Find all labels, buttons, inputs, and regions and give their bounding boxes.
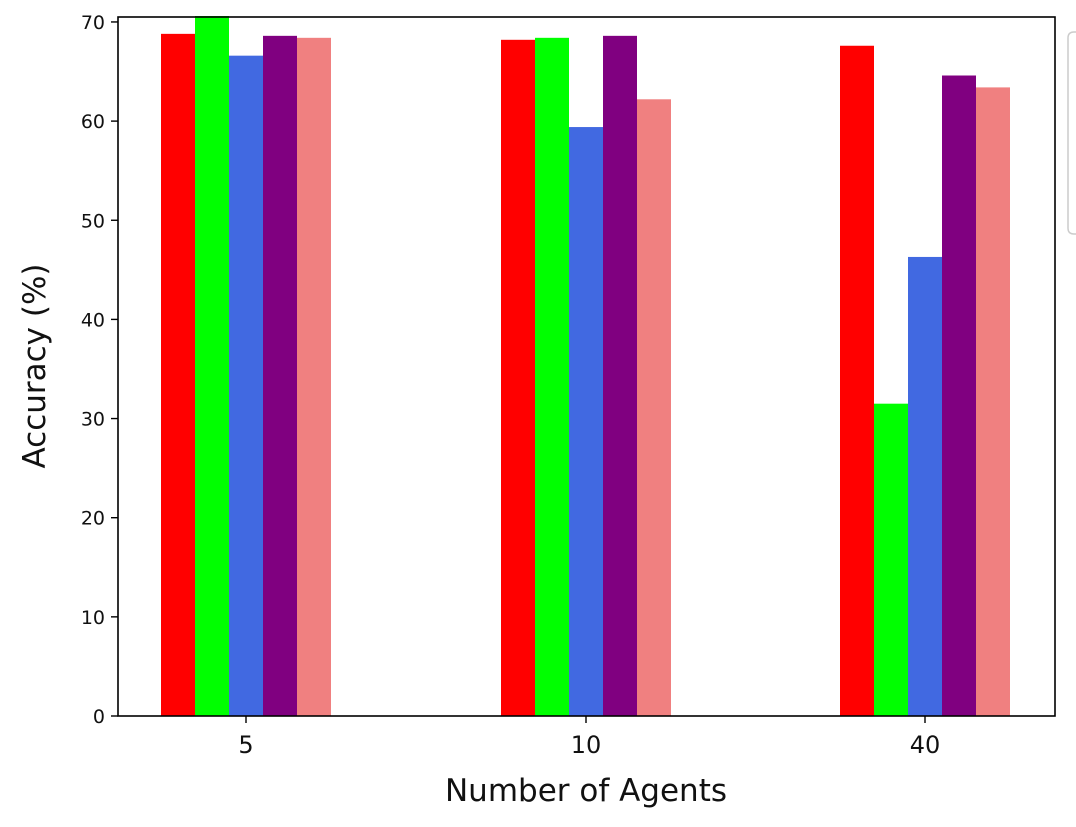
bar-series5-10 — [637, 99, 671, 716]
y-tick-label-30: 30 — [81, 409, 105, 431]
y-axis-ticks: 0 10 20 30 40 50 60 70 — [81, 12, 118, 728]
bar-series3-10 — [569, 127, 603, 717]
y-tick-label-0: 0 — [93, 706, 105, 728]
bar-series2-10 — [535, 37, 569, 716]
x-axis-ticks: 5 10 40 — [238, 716, 940, 759]
legend-box-partial — [1067, 31, 1076, 235]
x-tick-label-10: 10 — [571, 731, 602, 759]
bar-series4-5 — [263, 35, 297, 716]
bar-series3-5 — [229, 55, 263, 716]
y-tick-label-60: 60 — [81, 111, 105, 133]
bar-series5-5 — [297, 37, 331, 716]
bar-series4-40 — [942, 75, 976, 717]
x-axis-title: Number of Agents — [445, 773, 727, 809]
bar-series1-40 — [840, 45, 874, 717]
y-tick-label-40: 40 — [81, 309, 105, 331]
bar-series4-10 — [603, 35, 637, 716]
x-tick-label-40: 40 — [910, 731, 941, 759]
bar-series2-40 — [874, 403, 908, 716]
bar-series1-10 — [501, 39, 535, 716]
bar-series3-40 — [908, 256, 942, 716]
bar-series2-5 — [195, 16, 229, 717]
y-tick-label-50: 50 — [81, 210, 105, 232]
y-tick-label-20: 20 — [81, 508, 105, 530]
bar-series5-40 — [976, 87, 1010, 716]
y-tick-label-70: 70 — [81, 12, 105, 34]
y-tick-label-10: 10 — [81, 607, 105, 629]
bars-layer — [161, 16, 1010, 717]
x-tick-label-5: 5 — [238, 731, 253, 759]
y-axis-title: Accuracy (%) — [17, 263, 53, 468]
bar-series1-5 — [161, 33, 195, 716]
